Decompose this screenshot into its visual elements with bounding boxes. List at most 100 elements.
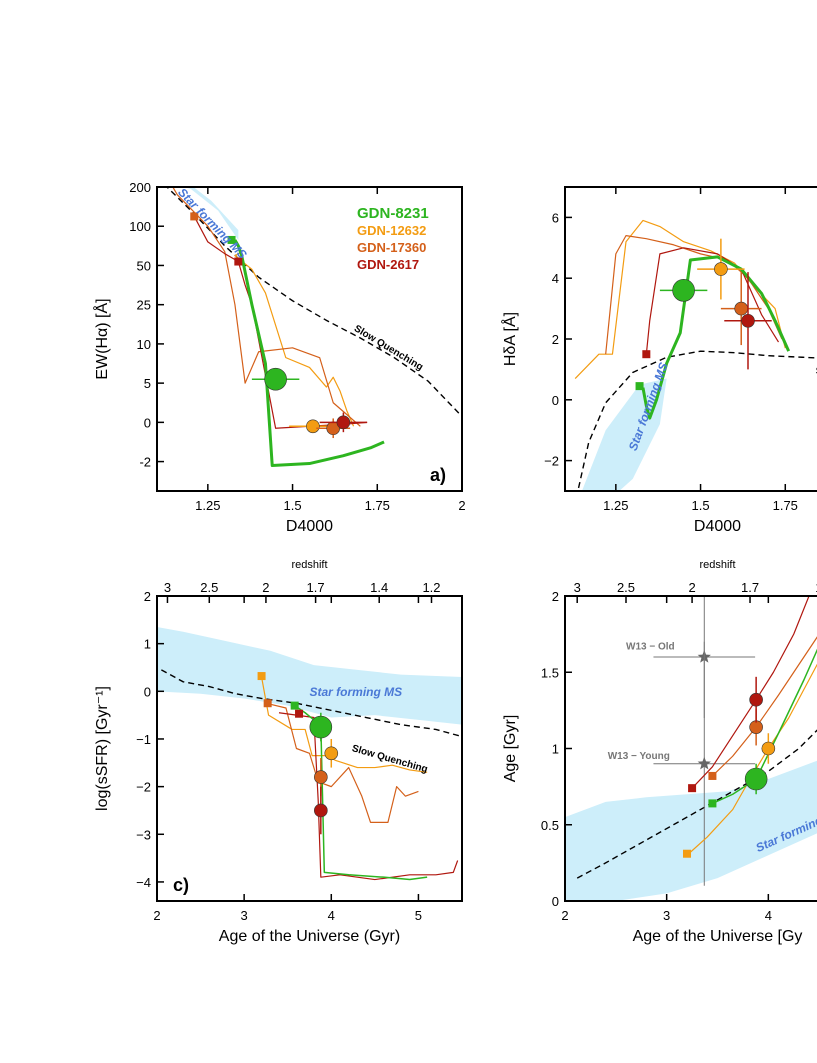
- top-tick-label: 1.4: [370, 580, 388, 595]
- y-tick-label: 100: [129, 219, 151, 234]
- y-tick-label: 200: [129, 180, 151, 195]
- y-tick-label: 0.5: [541, 818, 559, 833]
- y-tick-label: −3: [136, 827, 151, 842]
- circle-gdn-12632: [306, 419, 320, 434]
- y-tick-label: −4: [136, 875, 151, 890]
- slow-quenching-line: [576, 729, 817, 879]
- square-gdn-2617: [234, 257, 243, 266]
- square-gdn-12632: [153, 165, 161, 173]
- y-tick-label: 0: [552, 894, 559, 909]
- track-gdn-2617: [691, 596, 810, 789]
- top-tick-label: 2.5: [617, 580, 635, 595]
- x-tick-label: 2: [561, 908, 568, 923]
- w13-star-marker: [697, 756, 711, 770]
- top-tick-label: 1.4: [815, 580, 817, 595]
- y-tick-label: 1: [552, 742, 559, 757]
- track-gdn-12632: [234, 251, 355, 427]
- square-gdn-2617: [295, 709, 304, 718]
- square-gdn-17360: [190, 212, 199, 221]
- x-tick-label: 2: [153, 908, 160, 923]
- track-gdn-2617: [278, 712, 459, 881]
- square-gdn-8231: [708, 799, 717, 808]
- x-tick-label: 5: [415, 908, 422, 923]
- slow-quenching-line: [577, 350, 817, 489]
- top-tick-label: 1.2: [422, 580, 440, 595]
- x-tick-label: 2: [458, 498, 465, 513]
- x-tick-label: 3: [663, 908, 670, 923]
- x-tick-label: 1.25: [195, 498, 220, 513]
- square-gdn-8231: [227, 235, 236, 244]
- top-tick-label: 1.7: [307, 580, 325, 595]
- y-tick-label: 6: [552, 210, 559, 225]
- y-axis-label: HδA [Å]: [500, 312, 519, 366]
- circle-gdn-17360: [749, 720, 763, 734]
- y-tick-label: 5: [144, 376, 151, 391]
- circle-gdn-8231: [744, 767, 768, 791]
- y-axis-label: log(sSFR) [Gyr⁻¹]: [94, 686, 111, 811]
- circle-gdn-8231: [264, 367, 287, 391]
- y-tick-label: -2: [139, 455, 151, 470]
- track-gdn-8231: [294, 704, 428, 881]
- frame: [156, 595, 463, 902]
- square-gdn-17360: [263, 699, 272, 708]
- circle-gdn-17360: [314, 770, 328, 784]
- y-tick-label: 0: [144, 415, 151, 430]
- y-tick-label: 1.5: [541, 665, 559, 680]
- square-gdn-8231: [635, 382, 644, 391]
- circle-gdn-12632: [714, 262, 728, 276]
- y-tick-label: 10: [137, 337, 151, 352]
- x-tick-label: 4: [328, 908, 335, 923]
- circle-gdn-2617: [749, 692, 763, 707]
- annotation: Slow Quenching: [352, 323, 425, 373]
- plot-area-c: Star forming MS Slow Quenching: [157, 626, 462, 881]
- x-axis-label: D4000: [286, 518, 333, 535]
- y-tick-label: 2: [552, 332, 559, 347]
- track-gdn-17360: [172, 187, 361, 427]
- track-gdn-2617: [645, 247, 780, 355]
- x-tick-label: 1.5: [284, 498, 302, 513]
- track-gdn-8231: [233, 239, 385, 468]
- y-tick-label: 2: [552, 589, 559, 604]
- legend-entry-gdn-17360: GDN-17360: [357, 240, 426, 255]
- x-tick-label: 1.75: [773, 498, 798, 513]
- track-gdn-8231: [641, 255, 791, 420]
- y-tick-label: 25: [137, 298, 151, 313]
- circle-gdn-2617: [314, 803, 328, 818]
- y-tick-label: 1: [144, 637, 151, 652]
- x-axis-label: Age of the Universe (Gyr): [219, 928, 400, 945]
- square-gdn-12632: [683, 849, 691, 858]
- annotation: Slow Quenching: [351, 743, 429, 775]
- y-tick-label: −2: [136, 780, 151, 795]
- legend-entry-gdn-8231: GDN-8231: [357, 205, 429, 222]
- annotation: Star forming MS: [310, 685, 403, 699]
- y-axis-label: EW(Hα) [Å]: [92, 298, 111, 379]
- x-tick-label: 1.25: [603, 498, 628, 513]
- top-tick-label: 1.7: [741, 580, 759, 595]
- x-tick-label: 1.75: [365, 498, 390, 513]
- y-tick-label: −1: [136, 732, 151, 747]
- slow-quenching-line: [165, 187, 462, 417]
- circle-gdn-12632: [324, 746, 339, 761]
- square-gdn-2617: [642, 350, 651, 359]
- track-gdn-17360: [605, 235, 783, 355]
- track-gdn-17360: [265, 702, 419, 823]
- y-tick-label: −2: [544, 454, 559, 469]
- circle-gdn-2617: [741, 313, 755, 328]
- panel-label: a): [430, 465, 446, 485]
- y-tick-label: 0: [144, 684, 151, 699]
- y-tick-label: 4: [552, 271, 559, 286]
- circle-gdn-2617: [336, 415, 351, 430]
- top-tick-label: 2: [688, 580, 695, 595]
- top-tick-label: 3: [574, 580, 581, 595]
- track-gdn-8231: [712, 648, 817, 805]
- legend-entry-gdn-12632: GDN-12632: [357, 223, 426, 238]
- circle-gdn-8231: [672, 279, 695, 302]
- top-axis-label: redshift: [291, 559, 327, 571]
- track-gdn-2617: [193, 216, 368, 429]
- annotation: Star forming MS: [175, 185, 249, 261]
- top-tick-label: 2: [262, 580, 269, 595]
- ms-band: [565, 760, 817, 901]
